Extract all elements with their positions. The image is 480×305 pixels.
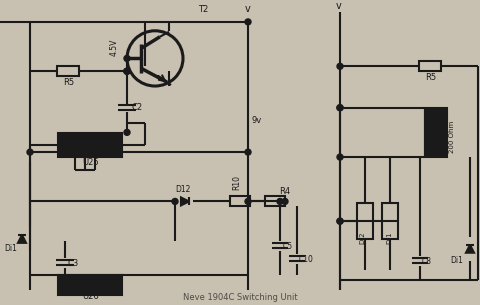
Text: D12: D12 [175, 185, 191, 194]
Bar [425, 108, 447, 157]
Polygon shape [466, 245, 474, 253]
Circle shape [337, 105, 343, 111]
Text: 9v: 9v [252, 116, 262, 124]
Text: U25: U25 [82, 158, 98, 167]
Bar [357, 203, 373, 239]
Polygon shape [181, 197, 189, 205]
Text: v: v [336, 1, 342, 11]
Circle shape [337, 218, 343, 224]
Circle shape [337, 218, 343, 224]
Text: v: v [245, 4, 251, 14]
Circle shape [337, 105, 343, 111]
Circle shape [27, 149, 33, 155]
Circle shape [124, 68, 130, 74]
Text: C2: C2 [131, 103, 142, 112]
Circle shape [124, 129, 130, 135]
Text: 200 Ohm: 200 Ohm [449, 121, 455, 153]
Circle shape [245, 199, 251, 204]
Bar [265, 196, 285, 206]
Bar [57, 66, 79, 76]
Circle shape [124, 56, 130, 61]
Text: Dr2: Dr2 [359, 231, 365, 244]
Circle shape [124, 68, 130, 74]
Polygon shape [18, 235, 26, 243]
Bar [230, 196, 250, 206]
Text: C5: C5 [283, 242, 293, 251]
Circle shape [127, 31, 183, 86]
Text: C8: C8 [422, 257, 432, 266]
Circle shape [282, 199, 288, 204]
Text: C3: C3 [68, 259, 79, 267]
Text: 4.5V: 4.5V [110, 39, 119, 56]
Text: Di1: Di1 [450, 256, 463, 264]
Text: Neve 1904C Switching Unit: Neve 1904C Switching Unit [183, 293, 297, 302]
Text: Di1: Di1 [4, 244, 17, 253]
Circle shape [172, 199, 178, 204]
Text: T2: T2 [198, 5, 208, 14]
Bar [58, 133, 122, 157]
Bar [58, 275, 122, 295]
Bar [382, 203, 398, 239]
Circle shape [124, 68, 130, 74]
Circle shape [245, 149, 251, 155]
Circle shape [245, 19, 251, 25]
Text: U26: U26 [82, 292, 99, 301]
Text: R10: R10 [232, 175, 241, 190]
Bar [419, 61, 441, 71]
Circle shape [277, 199, 283, 204]
Text: Dr1: Dr1 [386, 231, 392, 244]
Text: C10: C10 [299, 255, 314, 264]
Circle shape [337, 154, 343, 160]
Text: R5: R5 [425, 73, 436, 82]
Text: R5: R5 [63, 78, 74, 87]
Circle shape [337, 63, 343, 69]
Text: R4: R4 [279, 187, 290, 196]
